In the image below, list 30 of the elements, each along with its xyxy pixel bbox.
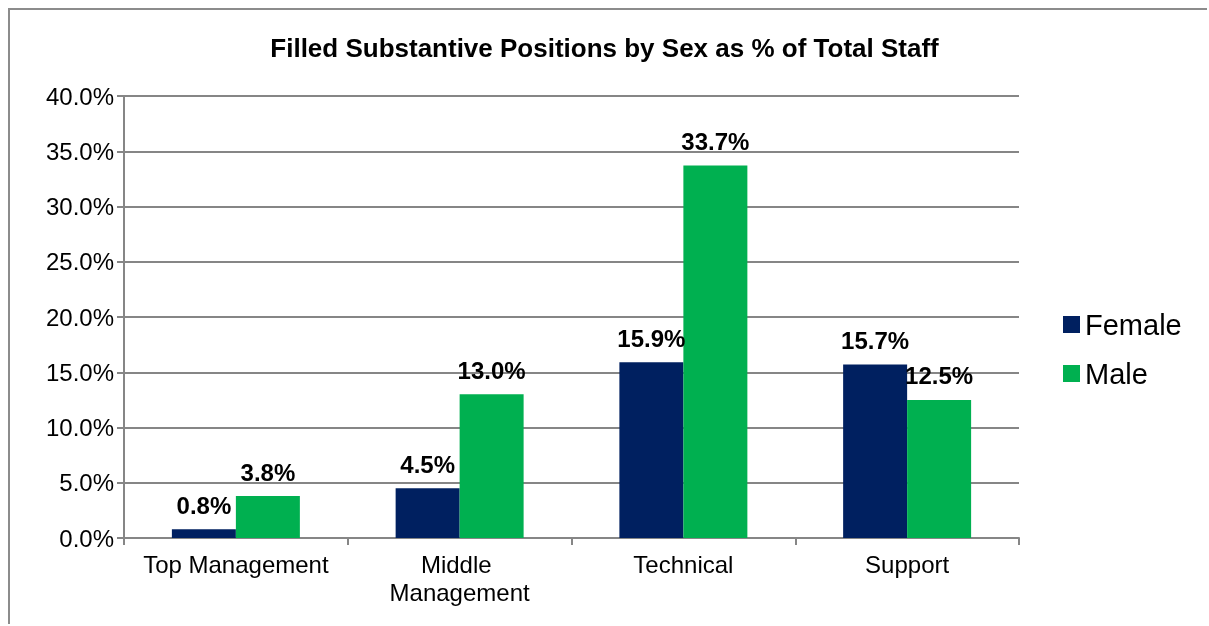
bar	[619, 362, 684, 538]
data-label: 3.8%	[240, 458, 296, 486]
x-tick-label: Middle Management	[389, 550, 530, 606]
data-label: 15.7%	[841, 327, 910, 355]
y-tick-label: 30.0%	[45, 193, 114, 220]
bar	[395, 488, 460, 538]
chart-title: Filled Substantive Positions by Sex as % of Total Staff	[270, 33, 940, 63]
y-tick-label: 40.0%	[45, 82, 114, 110]
data-label: 13.0%	[457, 356, 526, 384]
y-tick-label: 35.0%	[45, 137, 114, 165]
x-tick-label: Technical	[633, 550, 734, 578]
y-tick-label: 25.0%	[45, 248, 114, 276]
data-label: 4.5%	[400, 450, 455, 478]
y-tick-label: 20.0%	[45, 303, 114, 331]
bar	[235, 496, 300, 538]
legend-label: Male	[1085, 357, 1148, 390]
bar	[459, 394, 524, 538]
x-tick-label: Top Management	[143, 550, 329, 578]
bar	[171, 529, 236, 538]
data-label: 0.8%	[176, 491, 232, 519]
y-tick-label: 15.0%	[45, 358, 114, 386]
y-tick-label: 10.0%	[45, 414, 114, 441]
bar	[907, 399, 972, 538]
bar	[843, 364, 908, 538]
y-tick-label: 5.0%	[59, 469, 114, 497]
bar	[683, 165, 748, 538]
x-tick-label: Support	[865, 550, 950, 578]
y-tick-label: 0.0%	[59, 524, 114, 552]
data-label: 33.7%	[681, 128, 750, 156]
legend-label: Female	[1085, 308, 1182, 341]
